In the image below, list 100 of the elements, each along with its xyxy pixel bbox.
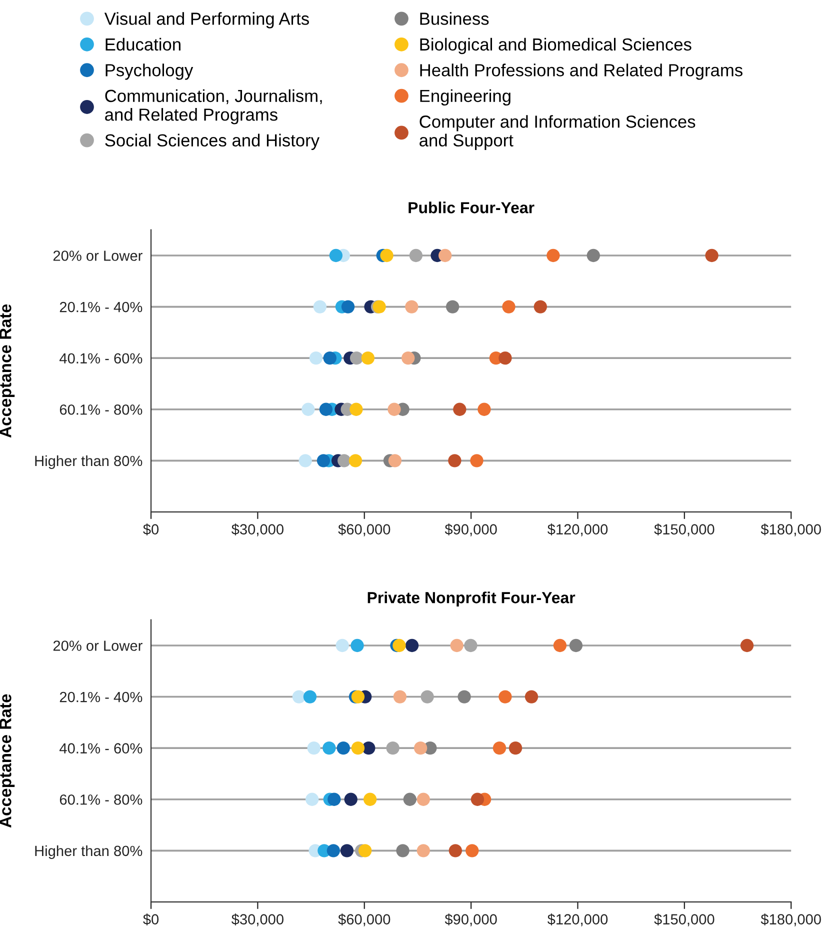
point (326, 844, 340, 858)
point (470, 454, 484, 468)
legend-label: Engineering (420, 89, 510, 106)
point (350, 402, 363, 416)
point (336, 638, 349, 652)
x-tick-label: $0 (143, 914, 159, 926)
x-tick-label: $90,000 (444, 524, 497, 536)
point (470, 792, 484, 806)
point (740, 638, 754, 652)
legend-label: Computer and Information Sciences and Support (420, 115, 696, 150)
point (323, 352, 336, 365)
legend-label: Biological and Biomedical Sciences (420, 38, 692, 54)
point (329, 248, 343, 262)
point (508, 741, 522, 755)
point (405, 638, 419, 652)
point (298, 454, 312, 468)
point (524, 690, 538, 704)
point (446, 300, 460, 314)
point (534, 300, 547, 314)
point (341, 300, 355, 314)
y-tick-label: 20.1% - 40% (60, 302, 142, 312)
legend-label: Visual and Performing Arts (104, 12, 309, 28)
point (319, 402, 333, 416)
point (306, 792, 319, 806)
legend-label: Psychology (106, 64, 194, 80)
x-tick-label: $30,000 (231, 914, 284, 926)
point (478, 402, 491, 416)
point (448, 844, 462, 858)
point (586, 248, 600, 262)
point (292, 690, 306, 704)
legend-label: Social Sciences and History (105, 134, 320, 150)
x-tick-label: $60,000 (338, 914, 390, 926)
point (336, 741, 350, 755)
point (464, 638, 478, 652)
point (316, 454, 330, 468)
point (309, 352, 323, 365)
point (420, 690, 434, 704)
point (338, 454, 351, 468)
point (402, 352, 415, 365)
legend-label: Business (420, 12, 489, 25)
point (569, 638, 583, 652)
chart-title: Public Four-Year (408, 202, 534, 214)
x-tick-label: $180,000 (760, 524, 821, 536)
point (313, 300, 327, 314)
point (351, 690, 365, 704)
y-tick-label: Higher than 80% (35, 845, 142, 859)
y-tick-label: 20% or Lower (53, 640, 142, 651)
x-tick-label: $90,000 (444, 914, 497, 926)
x-tick-label: $120,000 (547, 524, 608, 536)
point (414, 741, 428, 755)
y-axis-title: Acceptance Rate (0, 694, 15, 828)
legend-label: Health Professions and Related Programs (420, 64, 742, 80)
legend-label: Education (106, 38, 180, 51)
y-tick-label: 60.1% - 80% (60, 794, 142, 805)
point (328, 792, 341, 806)
point (416, 844, 430, 858)
x-tick-label: $0 (143, 524, 159, 536)
point (448, 454, 462, 468)
point (386, 741, 400, 755)
point (344, 792, 358, 806)
point (380, 248, 394, 262)
point (546, 248, 560, 262)
point (466, 844, 479, 858)
point (405, 300, 418, 314)
x-tick-label: $60,000 (338, 524, 390, 536)
x-tick-label: $150,000 (654, 914, 714, 926)
y-tick-label: 60.1% - 80% (60, 404, 142, 415)
point (351, 741, 365, 755)
point (340, 844, 354, 858)
y-axis-title: Acceptance Rate (0, 304, 15, 438)
point (350, 638, 364, 652)
point (453, 402, 466, 416)
point (498, 690, 512, 704)
point (553, 638, 567, 652)
point (392, 638, 406, 652)
point (458, 690, 471, 704)
point (303, 690, 317, 704)
point (363, 792, 377, 806)
x-tick-label: $120,000 (547, 914, 608, 926)
point (396, 844, 410, 858)
point (438, 248, 452, 262)
chart-title: Private Nonprofit Four-Year (368, 592, 576, 606)
y-tick-label: 20.1% - 40% (60, 692, 142, 702)
point (388, 402, 401, 416)
point (350, 352, 364, 365)
point (705, 248, 718, 262)
x-tick-label: $180,000 (760, 914, 821, 926)
point (498, 352, 512, 365)
x-tick-label: $30,000 (231, 524, 284, 536)
point (307, 741, 320, 755)
point (492, 741, 506, 755)
y-tick-label: 40.1% - 60% (60, 353, 142, 364)
point (361, 352, 375, 365)
point (409, 248, 423, 262)
x-tick-label: $150,000 (654, 524, 714, 536)
point (393, 690, 407, 704)
y-tick-label: 40.1% - 60% (60, 743, 142, 754)
point (416, 792, 430, 806)
y-tick-label: 20% or Lower (53, 250, 142, 261)
point (403, 792, 416, 806)
